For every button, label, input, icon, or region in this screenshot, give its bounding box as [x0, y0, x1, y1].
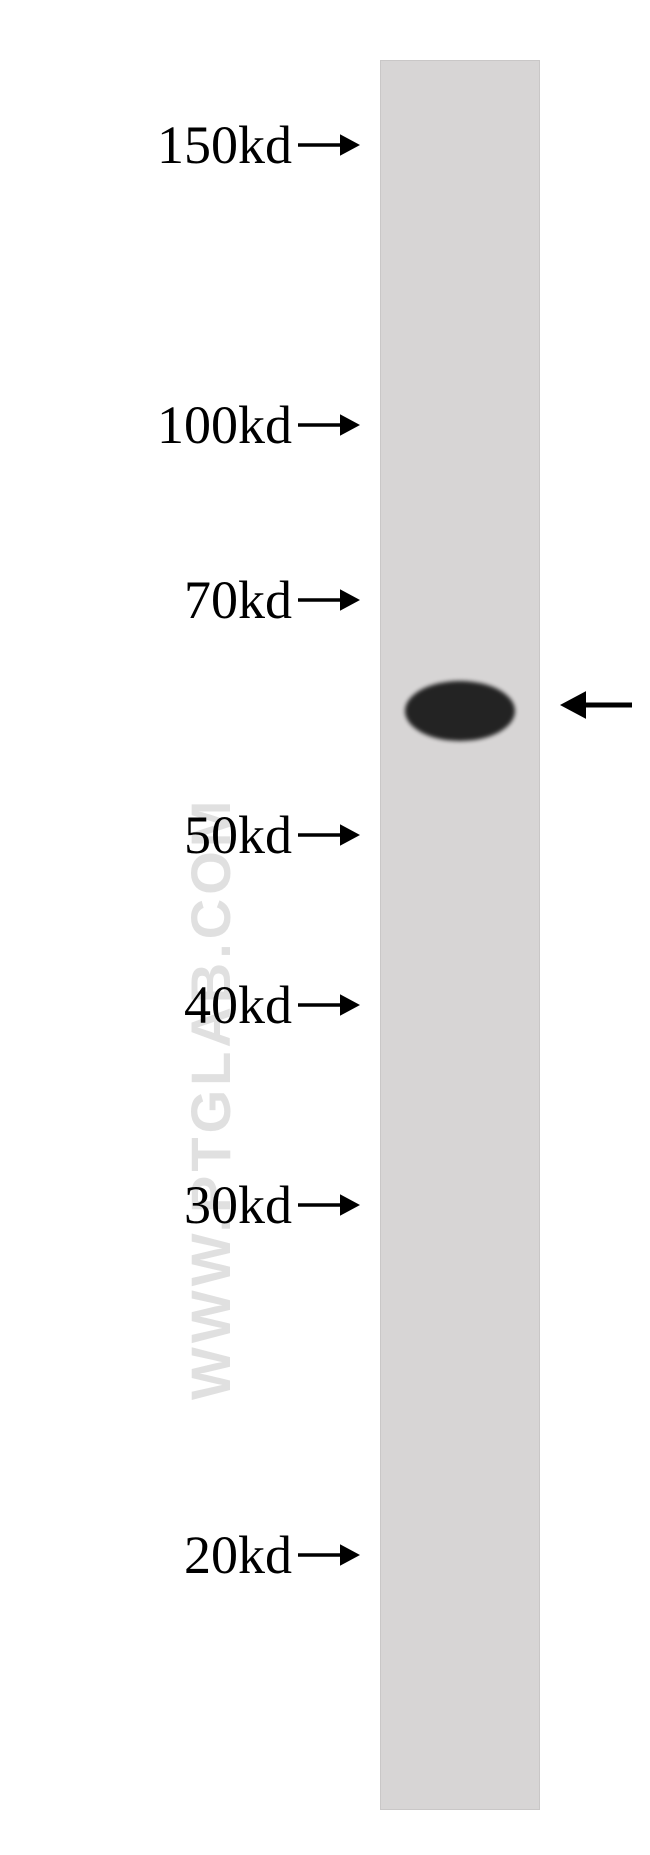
marker-label: 50kd — [184, 804, 292, 866]
arrow-right-icon — [298, 1191, 360, 1219]
marker-label: 20kd — [184, 1524, 292, 1586]
marker-30kd: 30kd — [184, 1178, 360, 1232]
arrow-right-icon — [298, 1541, 360, 1569]
arrow-right-icon — [298, 991, 360, 1019]
marker-100kd: 100kd — [157, 398, 360, 452]
marker-40kd: 40kd — [184, 978, 360, 1032]
marker-20kd: 20kd — [184, 1528, 360, 1582]
arrow-right-icon — [298, 411, 360, 439]
watermark-text: WWW.PTGLAB.COM — [178, 797, 243, 1400]
detected-band — [405, 681, 515, 741]
blot-lane — [380, 60, 540, 1810]
marker-150kd: 150kd — [157, 118, 360, 172]
arrow-right-icon — [298, 586, 360, 614]
western-blot-figure: WWW.PTGLAB.COM 150kd 100kd 70kd 50kd 40kd 30k… — [0, 0, 650, 1855]
marker-label: 150kd — [157, 114, 292, 176]
marker-label: 70kd — [184, 569, 292, 631]
marker-label: 100kd — [157, 394, 292, 456]
arrow-right-icon — [298, 131, 360, 159]
arrow-left-icon — [560, 687, 632, 723]
marker-70kd: 70kd — [184, 573, 360, 627]
marker-label: 40kd — [184, 974, 292, 1036]
marker-label: 30kd — [184, 1174, 292, 1236]
marker-50kd: 50kd — [184, 808, 360, 862]
result-pointer-arrow — [560, 687, 632, 728]
arrow-right-icon — [298, 821, 360, 849]
